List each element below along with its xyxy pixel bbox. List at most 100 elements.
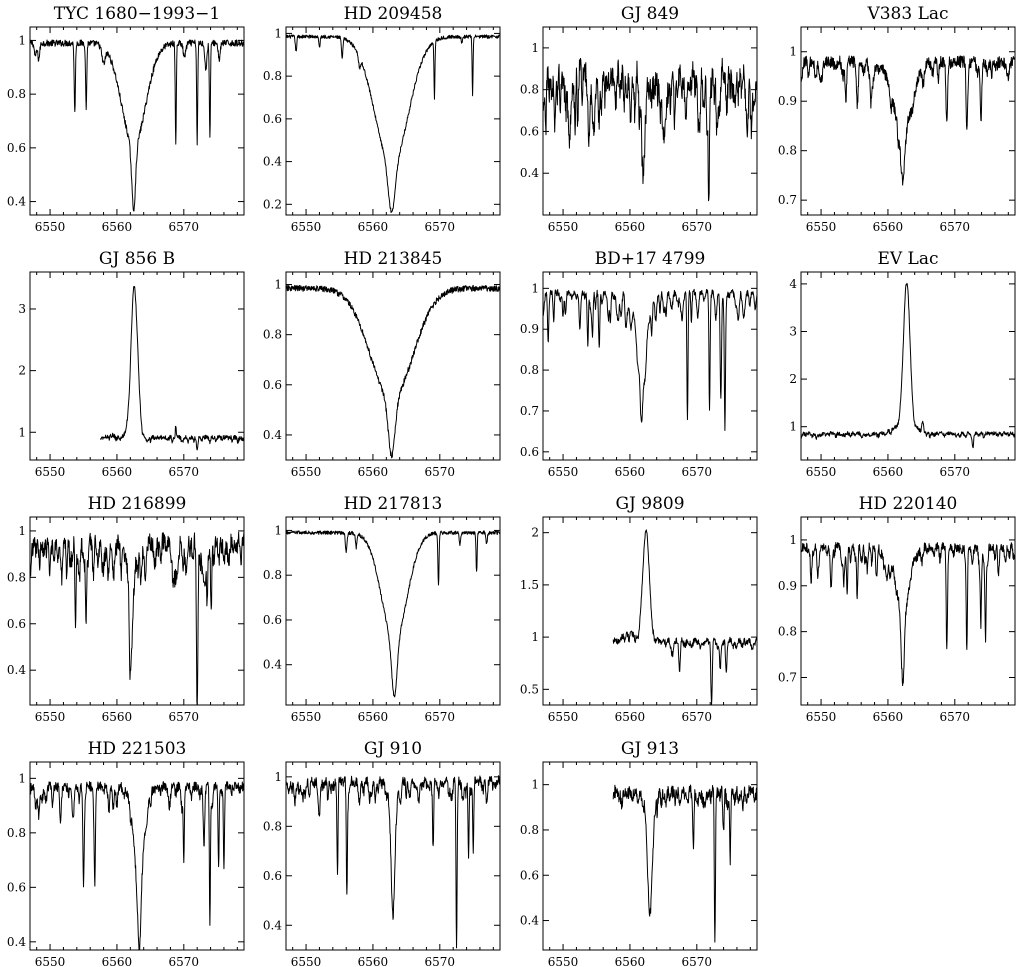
plot-frame [29,761,245,951]
spectrum-panel: GJ 9809 6550 6560 6570 0.5 1 1.5 2 [520,494,758,724]
y-tick-label: 0.8 [778,625,797,639]
y-tick-label: 0.8 [7,826,26,840]
x-tick-label: 6570 [425,955,456,967]
y-tick-label: 1 [789,45,797,59]
panel-title: GJ 9809 [615,494,684,514]
x-tick-label: 6570 [682,955,713,967]
y-tick-label: 1 [789,533,797,547]
spectrum-line [285,284,501,459]
y-tick-label: 1 [274,523,282,537]
x-tick-label: 6570 [169,465,200,479]
y-tick-label: 0.4 [520,914,539,928]
y-tick-label: 1 [531,630,539,644]
y-tick-label: 0.6 [263,112,282,126]
spectrum-line [800,55,1016,186]
spectrum-panel: GJ 913 6550 6560 6570 0.4 0.6 0.8 1 [520,739,758,967]
panel-title: HD 213845 [344,249,443,269]
spectrum-panel: TYC 1680−1993−1 6550 6560 6570 0.4 0.6 0.8 1 [7,4,245,234]
y-tick-label: 1 [18,425,26,439]
x-tick-label: 6560 [873,220,904,234]
plot-frame [800,26,1016,216]
plot-frame [542,271,758,461]
y-tick-label: 1 [274,26,282,40]
spectrum-panel: V383 Lac 6550 6560 6570 0.7 0.8 0.9 1 [778,4,1016,234]
spectrum-line [612,784,758,943]
y-tick-label: 0.4 [520,166,539,180]
spectrum-panel: GJ 856 B 6550 6560 6570 1 2 3 [18,249,245,479]
x-tick-label: 6570 [169,220,200,234]
spectrum-line [285,775,501,949]
spectrum-line [542,288,758,431]
x-tick-label: 6550 [548,220,579,234]
spectrum-panel: GJ 910 6550 6560 6570 0.4 0.6 0.8 1 [263,739,501,967]
x-tick-label: 6570 [169,710,200,724]
spectrum-panel: EV Lac 6550 6560 6570 1 2 3 4 [789,249,1016,479]
plot-frame [285,271,501,461]
y-tick-label: 0.8 [778,144,797,158]
y-tick-label: 1.5 [520,578,539,592]
spectrum-panel: BD+17 4799 6550 6560 6570 0.6 0.7 0.8 0.9 1 [520,249,758,479]
y-tick-label: 0.8 [263,819,282,833]
y-tick-label: 0.7 [778,193,797,207]
y-tick-label: 1 [18,771,26,785]
y-tick-label: 0.7 [778,670,797,684]
y-tick-label: 1 [789,420,797,434]
y-tick-label: 0.6 [7,617,26,631]
x-tick-label: 6570 [682,465,713,479]
panel-title: V383 Lac [866,4,948,24]
panel-title: GJ 913 [621,739,679,759]
panel-title: BD+17 4799 [595,249,706,269]
x-tick-label: 6560 [358,465,389,479]
x-tick-label: 6550 [291,955,322,967]
y-tick-label: 0.8 [263,568,282,582]
y-tick-label: 1 [274,770,282,784]
x-tick-label: 6570 [169,955,200,967]
panel-title: HD 209458 [344,4,443,24]
plot-frame [29,271,245,461]
y-tick-label: 1 [531,778,539,792]
y-tick-label: 0.6 [263,869,282,883]
y-tick-label: 0.6 [520,124,539,138]
x-tick-label: 6550 [548,465,579,479]
y-tick-label: 0.8 [520,83,539,97]
x-tick-label: 6570 [682,710,713,724]
y-tick-label: 0.9 [778,579,797,593]
y-tick-label: 1 [274,278,282,292]
y-tick-label: 2 [531,526,539,540]
spectrum-line [800,542,1016,687]
y-tick-label: 0.8 [520,823,539,837]
spectrum-line [800,282,1016,449]
x-tick-label: 6570 [940,710,971,724]
y-tick-label: 0.7 [520,404,539,418]
spectrum-panel: HD 209458 6550 6560 6570 0.2 0.4 0.6 0.8 1 [263,4,501,234]
y-tick-label: 0.6 [520,868,539,882]
y-tick-label: 0.8 [7,87,26,101]
y-tick-label: 1 [531,281,539,295]
spectrum-line [99,285,245,451]
plot-frame [285,761,501,951]
y-tick-label: 2 [789,372,797,386]
y-tick-label: 0.2 [263,197,282,211]
plot-frame [29,26,245,216]
x-tick-label: 6560 [615,955,646,967]
y-tick-label: 1 [531,41,539,55]
x-tick-label: 6570 [425,710,456,724]
y-tick-label: 2 [18,364,26,378]
y-tick-label: 1 [18,524,26,538]
y-tick-label: 0.6 [263,378,282,392]
y-tick-label: 0.6 [263,613,282,627]
spectrum-line [29,781,245,951]
plot-frame [29,516,245,706]
y-tick-label: 0.4 [263,428,282,442]
x-tick-label: 6570 [425,465,456,479]
y-tick-label: 0.6 [7,880,26,894]
x-tick-label: 6560 [102,220,133,234]
y-tick-label: 0.4 [7,935,26,949]
plot-frame [542,516,758,706]
plot-frame [542,26,758,216]
x-tick-label: 6560 [358,710,389,724]
x-tick-label: 6560 [102,465,133,479]
y-tick-label: 0.4 [263,918,282,932]
x-tick-label: 6550 [35,220,66,234]
y-tick-label: 0.9 [520,322,539,336]
